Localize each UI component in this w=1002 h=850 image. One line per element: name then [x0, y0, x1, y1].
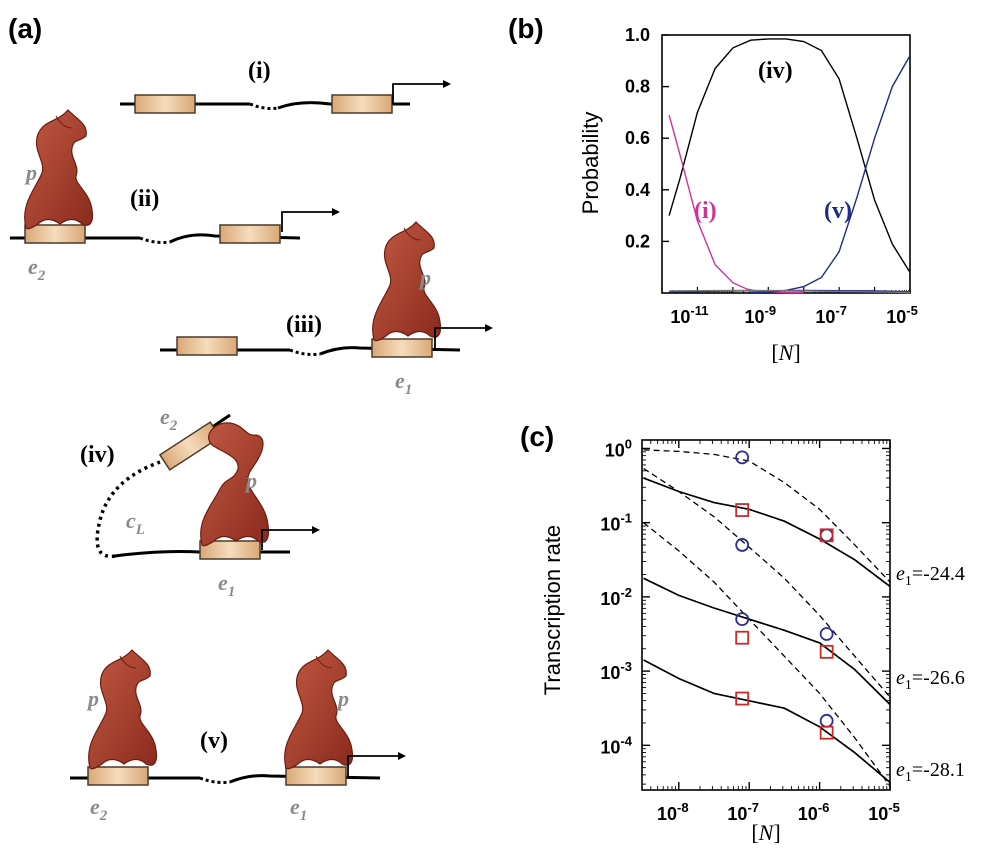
y-tick-label: 10-2: [600, 585, 632, 609]
protein-label: p: [24, 160, 37, 185]
chart-c-markers: [735, 450, 834, 740]
series-line-0: [643, 477, 890, 588]
y-tick-label: 1.0: [625, 25, 650, 45]
square-marker: [735, 630, 750, 645]
state-i-diagram: (i): [120, 58, 452, 114]
chart-c-ylabel: Transcription rate: [540, 525, 565, 695]
gene-box-e2: [87, 766, 149, 786]
chart-b-axes: 0.2 0.4 0.6 0.8 1.0 10-11 10-9 10-7 10-5: [625, 25, 918, 327]
x-tick-label: 10-7: [727, 800, 759, 824]
panel-label-c: (c): [520, 421, 554, 452]
square-marker: [735, 503, 750, 517]
circle-marker: [735, 538, 750, 552]
chart-c-frame: [641, 439, 891, 791]
gene-box-e1: [219, 224, 281, 244]
series-line-3: [643, 467, 890, 698]
protein-p: [200, 422, 270, 547]
series-line-2: [750, 55, 911, 294]
curve-label-2: e1=-26.6: [896, 667, 965, 693]
transcription-arrow: [281, 207, 341, 233]
e1-label: e1: [395, 368, 412, 398]
x-tick-label: 10-8: [657, 800, 689, 824]
curve-label-3: e1=-28.1: [896, 759, 965, 785]
transcription-arrow: [347, 751, 407, 777]
protein-label: p: [418, 265, 431, 290]
circle-marker: [819, 627, 834, 641]
series-label-iv: (iv): [758, 58, 793, 84]
chart-b-series: [668, 38, 911, 294]
y-tick-label: 0.4: [625, 180, 650, 200]
y-tick-label: 0.8: [625, 77, 650, 97]
gene-box-e1: [285, 766, 347, 786]
e1-label: e1: [218, 570, 235, 600]
series-label-v: (v): [824, 198, 852, 224]
chart-c-axes: 100 10-1 10-2 10-3 10-4 10-8 10-7 10-6 10-5: [600, 436, 899, 824]
series-label-i: (i): [694, 198, 717, 224]
square-marker: [819, 528, 834, 543]
series-line-1: [643, 449, 890, 583]
state-label-iii: (iii): [286, 312, 322, 338]
protein-label: p: [244, 468, 257, 493]
state-ii-diagram: (ii) p e2: [10, 109, 341, 284]
y-tick-label: 10-4: [600, 733, 632, 757]
state-label-v: (v): [200, 728, 228, 754]
series-line-5: [643, 522, 890, 787]
series-line-4: [669, 289, 911, 294]
protein-label: p: [336, 686, 349, 711]
transcription-arrow: [434, 323, 494, 349]
e2-label: e2: [160, 404, 178, 434]
state-iii-diagram: (iii) p e1: [160, 221, 494, 398]
chart-b: 0.2 0.4 0.6 0.8 1.0 10-11 10-9 10-7 10-5 Probabi…: [578, 25, 918, 365]
transcription-arrow: [261, 525, 321, 551]
x-tick-label: 10-6: [798, 800, 830, 824]
gene-box-e2: [176, 336, 238, 356]
square-marker: [819, 644, 834, 659]
chart-c-xlabel: [N]: [751, 820, 780, 845]
gene-box-e1: [331, 94, 393, 114]
state-label-iv: (iv): [80, 442, 115, 468]
curve-label-1: e1=-24.4: [896, 563, 965, 589]
circle-marker: [819, 713, 834, 728]
e1-label: e1: [290, 794, 307, 824]
x-tick-label: 10-5: [868, 800, 900, 824]
chart-b-ylabel: Probability: [578, 112, 603, 215]
gene-box-e2: [134, 94, 196, 114]
y-tick-label: 10-3: [600, 659, 632, 683]
transcription-arrow: [392, 79, 452, 105]
x-tick-label: 10-11: [670, 303, 708, 327]
y-tick-label: 0.2: [625, 231, 650, 251]
e2-label: e2: [90, 794, 108, 824]
gene-box-e1: [371, 338, 433, 358]
state-v-diagram: (v) p p e2 e1: [70, 649, 407, 824]
protein-label: p: [86, 686, 99, 711]
gene-box-e2: [24, 224, 86, 244]
circle-marker: [819, 528, 834, 543]
state-iv-diagram: (iv) p e2 cL e1: [80, 404, 321, 600]
square-marker: [819, 725, 834, 740]
chart-b-xlabel: [N]: [771, 340, 800, 365]
state-label-i: (i): [248, 58, 271, 84]
circle-marker: [735, 612, 750, 627]
square-marker: [735, 691, 750, 706]
x-tick-label: 10-9: [744, 303, 776, 327]
loop-length-label: cL: [126, 508, 145, 538]
chart-c: 100 10-1 10-2 10-3 10-4 10-8 10-7 10-6 10-5 Tran…: [540, 436, 965, 845]
e2-label: e2: [28, 254, 46, 284]
panel-label-a: (a): [8, 13, 42, 44]
panel-label-b: (b): [508, 13, 544, 44]
y-tick-label: 0.6: [625, 128, 650, 148]
x-tick-label: 10-7: [815, 303, 847, 327]
state-label-ii: (ii): [130, 186, 159, 212]
series-line-2: [643, 577, 890, 706]
y-tick-label: 100: [605, 436, 632, 460]
y-tick-label: 10-1: [600, 511, 632, 535]
series-line-0: [668, 38, 911, 273]
chart-c-series: [643, 449, 890, 787]
series-line-1: [668, 114, 804, 294]
x-tick-label: 10-5: [886, 303, 918, 327]
circle-marker: [735, 450, 750, 465]
series-line-4: [643, 659, 890, 784]
